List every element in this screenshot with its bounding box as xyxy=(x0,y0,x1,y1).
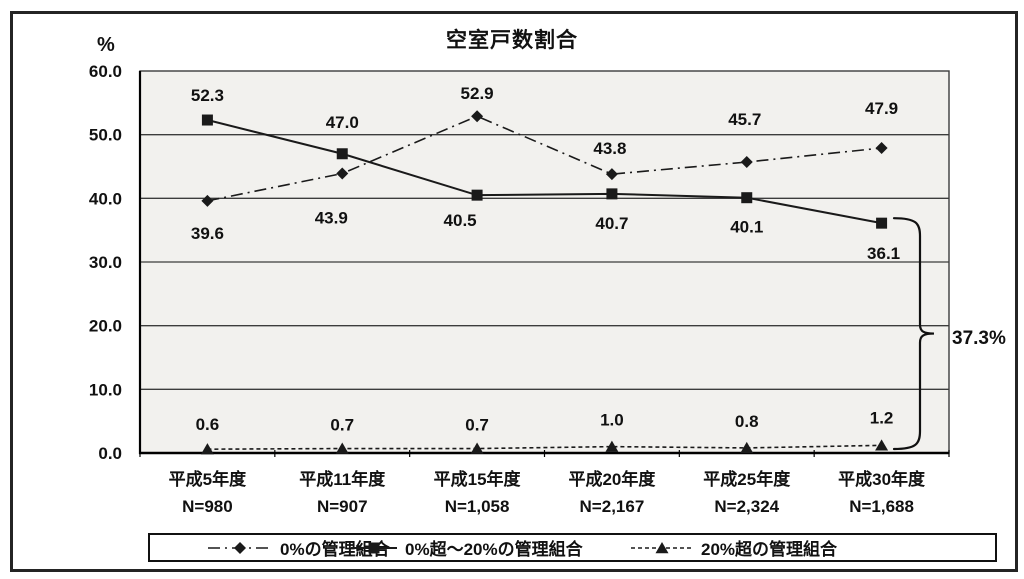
legend-label: 0%の管理組合 xyxy=(280,540,390,559)
x-axis-label: 平成30年度 xyxy=(838,469,926,489)
x-axis-sublabel: N=980 xyxy=(182,497,233,516)
legend: 0%の管理組合 0%超～20%の管理組合 20%超の管理組合 xyxy=(148,533,997,562)
legend-item-over-twenty-percent: 20%超の管理組合 xyxy=(631,535,837,560)
legend-label: 0%超～20%の管理組合 xyxy=(405,540,583,559)
y-axis-unit-label: % xyxy=(97,34,115,56)
triangle-marker xyxy=(605,440,619,452)
legend-line-sample-solid-square-icon xyxy=(351,542,397,553)
x-axis-label: 平成15年度 xyxy=(434,469,522,489)
y-axis-tick-label: 60.0 xyxy=(89,62,122,81)
diamond-marker xyxy=(234,541,246,554)
x-axis-label: 平成25年度 xyxy=(703,469,791,489)
y-axis-tick-label: 20.0 xyxy=(89,317,122,336)
value-label: 0.8 xyxy=(735,412,759,431)
chart-frame xyxy=(10,11,1018,572)
y-axis-tick-label: 0.0 xyxy=(98,444,122,463)
diamond-marker xyxy=(201,194,214,207)
annotation-brace xyxy=(892,217,935,451)
series-line-2 xyxy=(207,444,882,450)
value-label: 1.0 xyxy=(600,411,624,430)
value-label: 1.2 xyxy=(870,408,894,427)
value-label: 47.9 xyxy=(865,99,898,118)
value-label: 47.0 xyxy=(326,113,359,132)
diamond-marker xyxy=(605,168,618,181)
x-axis-sublabel: N=2,324 xyxy=(714,497,779,516)
diamond-marker xyxy=(740,156,753,169)
square-marker xyxy=(201,114,213,126)
x-axis-label: 平成5年度 xyxy=(169,469,247,489)
diamond-marker xyxy=(875,142,888,155)
legend-item-zero-to-twenty-percent: 0%超～20%の管理組合 xyxy=(351,535,583,560)
square-marker xyxy=(741,192,753,204)
value-label: 52.9 xyxy=(461,84,494,103)
square-marker xyxy=(876,217,888,229)
diamond-marker xyxy=(471,110,484,123)
value-label: 52.3 xyxy=(191,86,224,105)
value-label: 43.8 xyxy=(593,139,626,158)
square-marker xyxy=(336,148,348,160)
value-label: 39.6 xyxy=(191,224,224,243)
chart-title: 空室戸数割合 xyxy=(446,29,578,52)
diamond-marker xyxy=(336,167,349,180)
gridlines xyxy=(140,134,949,390)
triangle-marker xyxy=(740,441,754,454)
x-axis-label: 平成20年度 xyxy=(568,469,656,489)
value-label: 0.7 xyxy=(465,416,489,435)
value-label: 36.1 xyxy=(867,244,900,263)
legend-item-zero-percent: 0%の管理組合 xyxy=(208,535,390,560)
x-axis-sublabel: N=2,167 xyxy=(580,497,645,516)
triangle-marker xyxy=(470,442,484,454)
series-line-1 xyxy=(207,119,882,225)
value-label: 40.7 xyxy=(595,214,628,233)
triangle-marker xyxy=(335,442,349,454)
value-label: 40.1 xyxy=(730,218,763,237)
triangle-marker xyxy=(200,443,214,455)
y-axis-tick-label: 40.0 xyxy=(89,189,122,208)
x-axis-sublabel: N=1,058 xyxy=(445,497,510,516)
y-axis-tick-label: 50.0 xyxy=(89,126,122,145)
x-axis-label: 平成11年度 xyxy=(299,469,386,489)
triangle-marker xyxy=(655,541,669,553)
x-axis-ticks xyxy=(139,450,950,457)
value-label: 40.5 xyxy=(444,211,477,230)
x-axis-sublabel: N=907 xyxy=(317,497,368,516)
value-label: 43.9 xyxy=(315,209,348,228)
y-axis-tick-label: 10.0 xyxy=(89,380,122,399)
legend-line-sample-dashdot-diamond-icon xyxy=(208,541,272,554)
square-marker xyxy=(606,188,618,200)
y-axis-tick-label: 30.0 xyxy=(89,253,122,272)
square-marker xyxy=(368,542,380,553)
value-label: 0.6 xyxy=(196,415,220,434)
series-line-0 xyxy=(207,115,882,202)
value-label: 45.7 xyxy=(728,110,761,129)
square-marker xyxy=(471,189,483,201)
legend-label: 20%超の管理組合 xyxy=(701,540,838,559)
value-label: 0.7 xyxy=(330,416,354,435)
triangle-marker xyxy=(875,439,889,451)
brace-annotation-label: 37.3% xyxy=(952,328,1006,349)
legend-line-sample-dashed-triangle-icon xyxy=(631,541,693,553)
x-axis-sublabel: N=1,688 xyxy=(849,497,914,516)
